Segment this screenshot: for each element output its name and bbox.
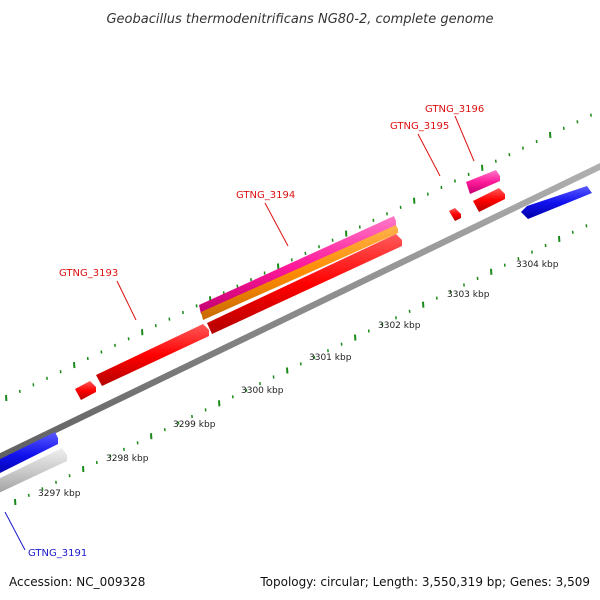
gene-feature-gtng-3194 [207,234,402,334]
scale-label-3302: 3302 kbp [378,321,421,331]
gene-feature-gtng-3193 [96,324,209,386]
topology-text: Topology: circular; Length: 3,550,319 bp… [259,575,590,589]
scale-labels: 3297 kbp 3298 kbp 3299 kbp 3300 kbp 3301… [38,260,559,499]
leader-line-gtng-3195 [417,133,441,177]
gene-feature-gtng-3191 [0,432,58,473]
gene-label-gtng-3196: GTNG_3196 [425,104,484,115]
gene-label-gtng-3195: GTNG_3195 [390,121,449,132]
inner-tick-track [14,224,588,506]
leader-line-gtng-3194 [264,202,289,247]
scale-label-3298: 3298 kbp [106,454,149,464]
gene-label-gtng-3191: GTNG_3191 [28,548,87,559]
scale-label-3297: 3297 kbp [38,489,81,499]
gene-feature-gtng-3195 [449,208,461,221]
scale-label-3304: 3304 kbp [516,260,559,270]
gene-label-gtng-3194: GTNG_3194 [236,190,295,201]
leader-line-gtng-3193 [116,280,137,321]
gene-labels: GTNG_3191 GTNG_3193 GTNG_3194 GTNG_3195 … [4,104,484,559]
accession-text: Accession: NC_009328 [9,575,145,589]
outer-tick-track [5,113,592,402]
gene-feature-gtng-3196 [473,188,505,212]
leader-line-gtng-3196 [454,115,475,162]
gene-feature-gtng-3197 [521,186,592,219]
gene-feature-gtng-3192 [75,381,96,400]
scale-label-3300: 3300 kbp [241,386,284,396]
gene-label-gtng-3193: GTNG_3193 [59,268,118,279]
forward-strand-genes [75,188,505,400]
gray-feature [0,448,67,493]
cds-track-gtng-3196 [466,170,500,194]
reverse-strand-genes [0,186,592,473]
cds-track-gtng-3194 [199,216,396,314]
orange-track-gtng-3194 [201,225,398,320]
scale-label-3301: 3301 kbp [309,353,352,363]
scale-label-3303: 3303 kbp [447,290,490,300]
map-title: Geobacillus thermodenitrificans NG80-2, … [106,12,493,27]
scale-label-3299: 3299 kbp [173,420,216,430]
cds-tracks [199,170,500,320]
leader-line-gtng-3191 [4,511,26,551]
genome-backbone [0,163,600,461]
